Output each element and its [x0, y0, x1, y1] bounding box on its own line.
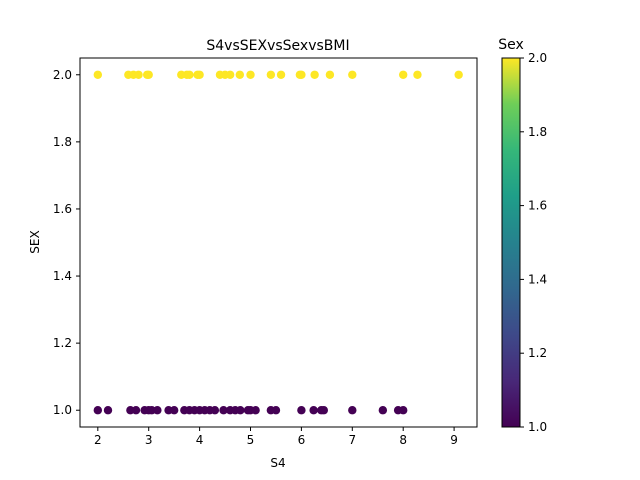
data-point	[413, 70, 422, 79]
x-tick-label: 8	[399, 433, 407, 447]
colorbar	[501, 57, 521, 428]
data-point	[210, 406, 220, 415]
data-point	[235, 70, 245, 79]
colorbar-tick-label: 1.6	[528, 199, 547, 213]
data-point	[309, 406, 318, 415]
data-point	[169, 406, 179, 415]
y-tick-label: 1.0	[53, 403, 72, 417]
y-tick-label: 1.8	[53, 135, 72, 149]
x-tick-label: 4	[196, 433, 204, 447]
data-point	[378, 406, 388, 415]
y-axis-label: SEX	[28, 230, 42, 253]
data-point	[310, 70, 319, 79]
data-point	[398, 406, 408, 415]
y-tick-label: 1.6	[53, 202, 72, 216]
data-point	[93, 406, 103, 415]
data-point	[398, 70, 408, 79]
colorbar-tick-label: 1.8	[528, 125, 547, 139]
data-point	[271, 406, 281, 415]
data-point	[185, 70, 194, 79]
x-axis-label: S4	[270, 456, 285, 470]
data-point	[454, 70, 463, 79]
data-point	[93, 70, 103, 79]
data-point	[219, 406, 228, 415]
data-point	[297, 406, 306, 415]
data-point	[348, 406, 357, 415]
colorbar-tick-label: 1.4	[528, 272, 547, 286]
colorbar-tick-label: 1.0	[528, 420, 547, 434]
y-tick-label: 1.4	[53, 269, 72, 283]
colorbar-label: Sex	[498, 37, 524, 53]
x-axis-ticks: 2 3 4 5 6 7 8 9	[94, 427, 458, 447]
data-point	[134, 70, 143, 79]
y-tick-label: 2.0	[53, 68, 72, 82]
x-tick-label: 7	[348, 433, 356, 447]
data-point	[251, 406, 260, 415]
chart-title: S4vsSEXvsSexvsBMI	[206, 38, 349, 54]
y-tick-label: 1.2	[53, 336, 72, 350]
data-point	[103, 406, 113, 415]
colorbar-tick-label: 2.0	[528, 51, 547, 65]
data-point	[319, 406, 328, 415]
data-point	[225, 70, 235, 79]
y-axis-ticks: 1.0 1.2 1.4 1.6 1.8 2.0	[53, 68, 80, 417]
scatter-points	[93, 70, 463, 415]
x-tick-label: 3	[145, 433, 153, 447]
data-point	[246, 70, 255, 79]
x-tick-label: 9	[450, 433, 458, 447]
data-point	[266, 70, 276, 79]
colorbar-ticks: 1.0 1.2 1.4 1.6 1.8 2.0	[520, 51, 547, 434]
x-tick-label: 2	[94, 433, 102, 447]
colorbar-tick-label: 1.2	[528, 346, 547, 360]
data-point	[297, 70, 306, 79]
data-point	[153, 406, 162, 415]
data-point	[131, 406, 141, 415]
plot-frame	[79, 57, 478, 428]
data-point	[236, 406, 245, 415]
data-point	[276, 70, 286, 79]
data-point	[348, 70, 357, 79]
x-tick-label: 5	[247, 433, 255, 447]
x-tick-label: 6	[298, 433, 306, 447]
data-point	[144, 70, 153, 79]
data-point	[195, 70, 204, 79]
data-point	[325, 70, 335, 79]
